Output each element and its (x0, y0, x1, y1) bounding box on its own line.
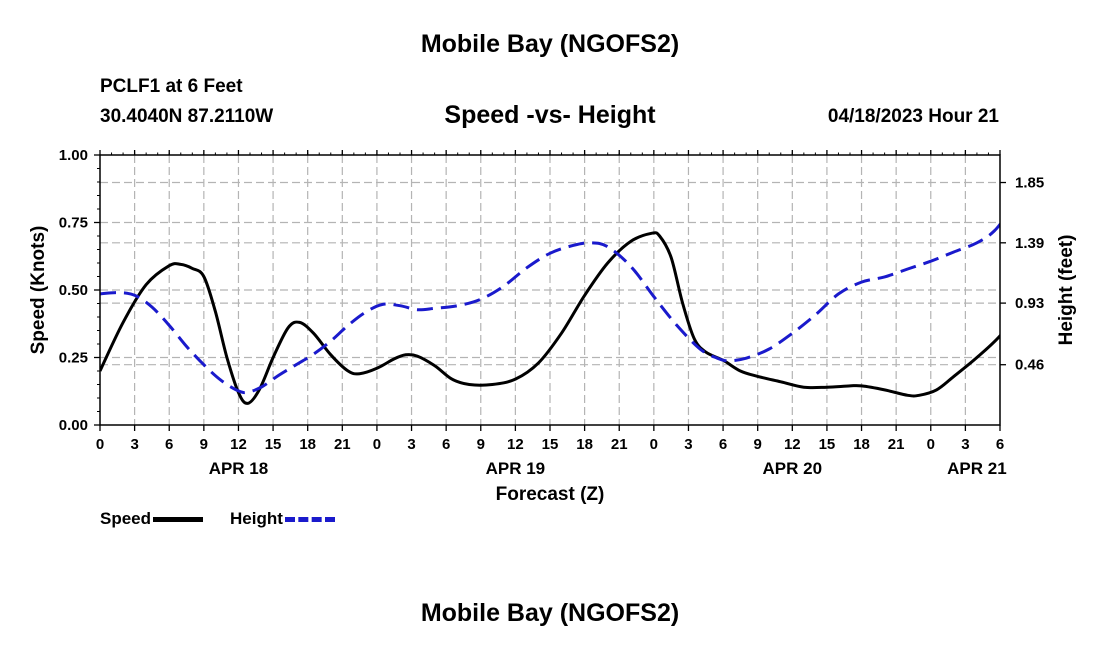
y-tick-label: 0.00 (59, 417, 88, 434)
bottom-title: Mobile Bay (NGOFS2) (420, 599, 680, 627)
x-tick-label: 15 (265, 436, 282, 453)
x-tick-label: 21 (888, 436, 905, 453)
legend-height-label: Height (230, 509, 283, 528)
y2-tick-label: 0.46 (1015, 357, 1044, 374)
x-tick-label: 0 (373, 436, 381, 453)
x-tick-label: 3 (130, 436, 138, 453)
y-tick-label: 1.00 (59, 147, 88, 164)
x-tick-label: 15 (819, 436, 836, 453)
chart-datetime: 04/18/2023 Hour 21 (827, 106, 999, 127)
x-tick-label: 12 (230, 436, 247, 453)
x-tick-label: 21 (334, 436, 351, 453)
x-tick-label: 6 (442, 436, 450, 453)
grid-lines (100, 155, 1000, 425)
y2-tick-label: 0.93 (1015, 295, 1044, 312)
speed-series-line (100, 231, 1000, 405)
x-tick-label: 6 (996, 436, 1004, 453)
y2-tick-label: 1.85 (1015, 175, 1044, 192)
x-tick-label: 0 (927, 436, 935, 453)
x-tick-label: 15 (542, 436, 559, 453)
y-axis-title-right: Height (feet) (1056, 235, 1077, 346)
chart-subtitle: Speed -vs- Height (444, 101, 656, 129)
x-tick-label: 18 (299, 436, 316, 453)
x-tick-label: 0 (96, 436, 104, 453)
main-title: Mobile Bay (NGOFS2) (420, 30, 680, 58)
x-tick-label: 12 (784, 436, 801, 453)
x-date-label: APR 18 (209, 459, 269, 478)
x-date-label: APR 21 (947, 459, 1007, 478)
x-tick-label: 9 (477, 436, 485, 453)
x-tick-label: 9 (200, 436, 208, 453)
legend-height: Height (230, 509, 335, 529)
x-tick-label: 0 (650, 436, 658, 453)
legend-speed: Speed (100, 509, 204, 529)
x-date-label: APR 20 (763, 459, 823, 478)
x-tick-label: 18 (576, 436, 593, 453)
y2-tick-label: 1.39 (1015, 235, 1044, 252)
y-axis-title-left: Speed (Knots) (28, 226, 49, 355)
x-tick-label: 18 (853, 436, 870, 453)
station-name: PCLF1 at 6 Feet (100, 76, 243, 97)
series-lines (100, 221, 1000, 405)
y-tick-label: 0.25 (59, 350, 88, 367)
x-tick-label: 21 (611, 436, 628, 453)
x-tick-label: 3 (961, 436, 969, 453)
x-tick-label: 6 (165, 436, 173, 453)
x-tick-label: 6 (719, 436, 727, 453)
legend-height-swatch (284, 517, 335, 523)
legend-speed-label: Speed (100, 509, 152, 528)
x-axis-title: Forecast (Z) (496, 484, 605, 505)
x-tick-label: 9 (754, 436, 762, 453)
axes: 0 3 6 9 12 15 18 21 0 3 6 9 12 15 18 21 0 3 6 9 12 15 18 21 0 3 6 A… (59, 147, 1044, 478)
x-tick-label: 3 (407, 436, 415, 453)
x-tick-label: 3 (684, 436, 692, 453)
legend-speed-swatch (153, 517, 204, 523)
height-series-line (100, 221, 1000, 395)
y-tick-label: 0.75 (59, 215, 88, 232)
x-tick-label: 12 (507, 436, 524, 453)
y-tick-label: 0.50 (59, 282, 88, 299)
station-coordinates: 30.4040N 87.2110W (100, 106, 274, 127)
x-date-label: APR 19 (486, 459, 546, 478)
